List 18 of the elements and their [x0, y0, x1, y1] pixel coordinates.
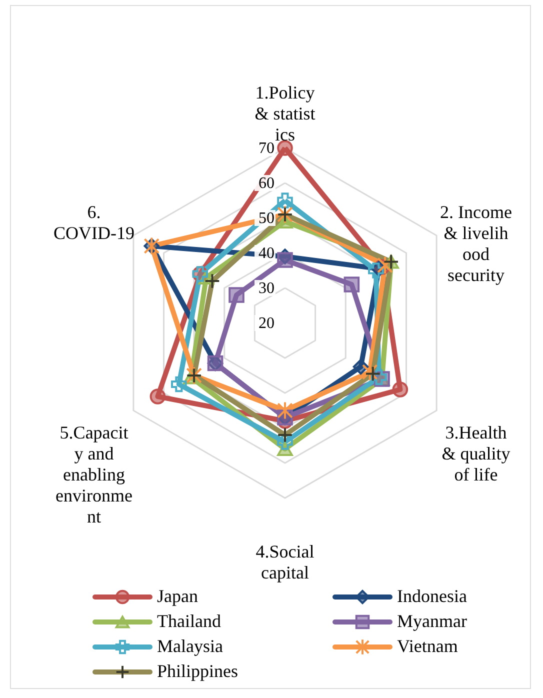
y-tick-label: 70: [258, 140, 274, 157]
legend-label: Myanmar: [397, 611, 467, 631]
y-tick-label: 60: [258, 175, 274, 192]
spoke-label: 4.Social capital: [256, 542, 314, 582]
spoke-label: 5.Capacity and enabling environment: [56, 422, 133, 526]
legend-label: Philippines: [157, 661, 238, 681]
y-tick-label: 40: [258, 245, 274, 262]
y-tick-label: 30: [258, 280, 274, 297]
y-tick-label: 50: [258, 210, 274, 227]
legend-label: Thailand: [157, 611, 221, 631]
legend-label: Malaysia: [157, 636, 223, 656]
spoke-label: 2. Income & livelihood security: [440, 202, 512, 285]
spoke-label: 6. COVID-19: [54, 202, 135, 243]
legend-label: Indonesia: [397, 586, 467, 606]
spoke-label: 3.Health & quality of life: [442, 422, 510, 484]
legend-label: Japan: [157, 586, 198, 606]
legend-label: Vietnam: [397, 636, 458, 656]
y-tick-label: 20: [258, 315, 274, 332]
